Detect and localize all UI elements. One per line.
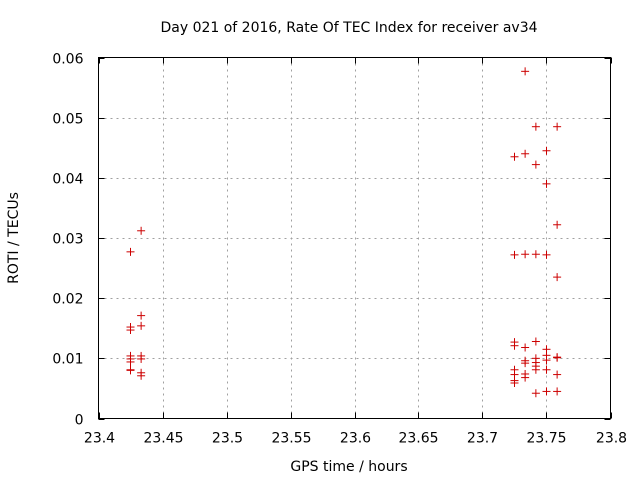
- x-tick-label: 23.55: [271, 431, 311, 447]
- data-point: [521, 250, 530, 259]
- data-point: [531, 389, 540, 398]
- data-point: [126, 247, 135, 256]
- data-point: [521, 359, 530, 368]
- chart-title: Day 021 of 2016, Rate Of TEC Index for r…: [160, 20, 537, 36]
- grid-lines: [98, 57, 611, 419]
- y-tick-labels: 0 0.01 0.02 0.03 0.04 0.05 0.06: [52, 52, 83, 429]
- data-point: [137, 354, 146, 363]
- y-tick-label: 0.01: [52, 352, 83, 368]
- data-point: [126, 366, 135, 375]
- x-tick-labels: 23.4 23.45 23.5 23.55 23.6 23.65 23.7 23.75 23.8: [84, 431, 627, 447]
- data-point: [137, 371, 146, 380]
- y-tick-label: 0.03: [52, 232, 83, 248]
- data-point: [137, 311, 146, 320]
- data-point: [542, 179, 551, 188]
- data-point: [542, 146, 551, 155]
- axis-ticks: [98, 57, 612, 420]
- data-point: [137, 321, 146, 330]
- data-points: [126, 67, 562, 398]
- data-point: [553, 220, 562, 229]
- data-point: [531, 250, 540, 259]
- data-point: [553, 387, 562, 396]
- x-tick-label: 23.6: [340, 431, 371, 447]
- data-point: [542, 356, 551, 365]
- data-point: [521, 373, 530, 382]
- data-point: [521, 343, 530, 352]
- data-point: [531, 337, 540, 346]
- y-tick-label: 0.06: [52, 52, 83, 68]
- y-tick-label: 0: [75, 413, 84, 429]
- y-tick-label: 0.04: [52, 172, 83, 188]
- x-axis-label: GPS time / hours: [290, 459, 407, 475]
- data-point: [521, 67, 530, 76]
- x-tick-label: 23.5: [212, 431, 243, 447]
- data-point: [553, 353, 562, 362]
- y-tick-label: 0.05: [52, 112, 83, 128]
- data-point: [510, 341, 519, 350]
- data-point: [553, 273, 562, 282]
- data-point: [126, 357, 135, 366]
- y-tick-label: 0.02: [52, 292, 83, 308]
- data-point: [137, 226, 146, 235]
- x-tick-label: 23.45: [143, 431, 183, 447]
- data-point: [542, 250, 551, 259]
- data-point: [531, 160, 540, 169]
- data-point: [542, 365, 551, 374]
- data-point: [553, 122, 562, 131]
- x-tick-label: 23.4: [84, 431, 115, 447]
- y-axis-label: ROTI / TECUs: [6, 192, 22, 284]
- x-tick-label: 23.7: [467, 431, 498, 447]
- data-point: [521, 149, 530, 158]
- data-point: [510, 250, 519, 259]
- plot-frame: [98, 57, 611, 419]
- data-point: [126, 326, 135, 335]
- data-point: [553, 370, 562, 379]
- data-point: [542, 387, 551, 396]
- x-tick-label: 23.75: [526, 431, 566, 447]
- data-point: [531, 122, 540, 131]
- data-point: [531, 365, 540, 374]
- data-point: [510, 379, 519, 388]
- data-point: [510, 152, 519, 161]
- x-tick-label: 23.8: [596, 431, 627, 447]
- x-tick-label: 23.65: [398, 431, 438, 447]
